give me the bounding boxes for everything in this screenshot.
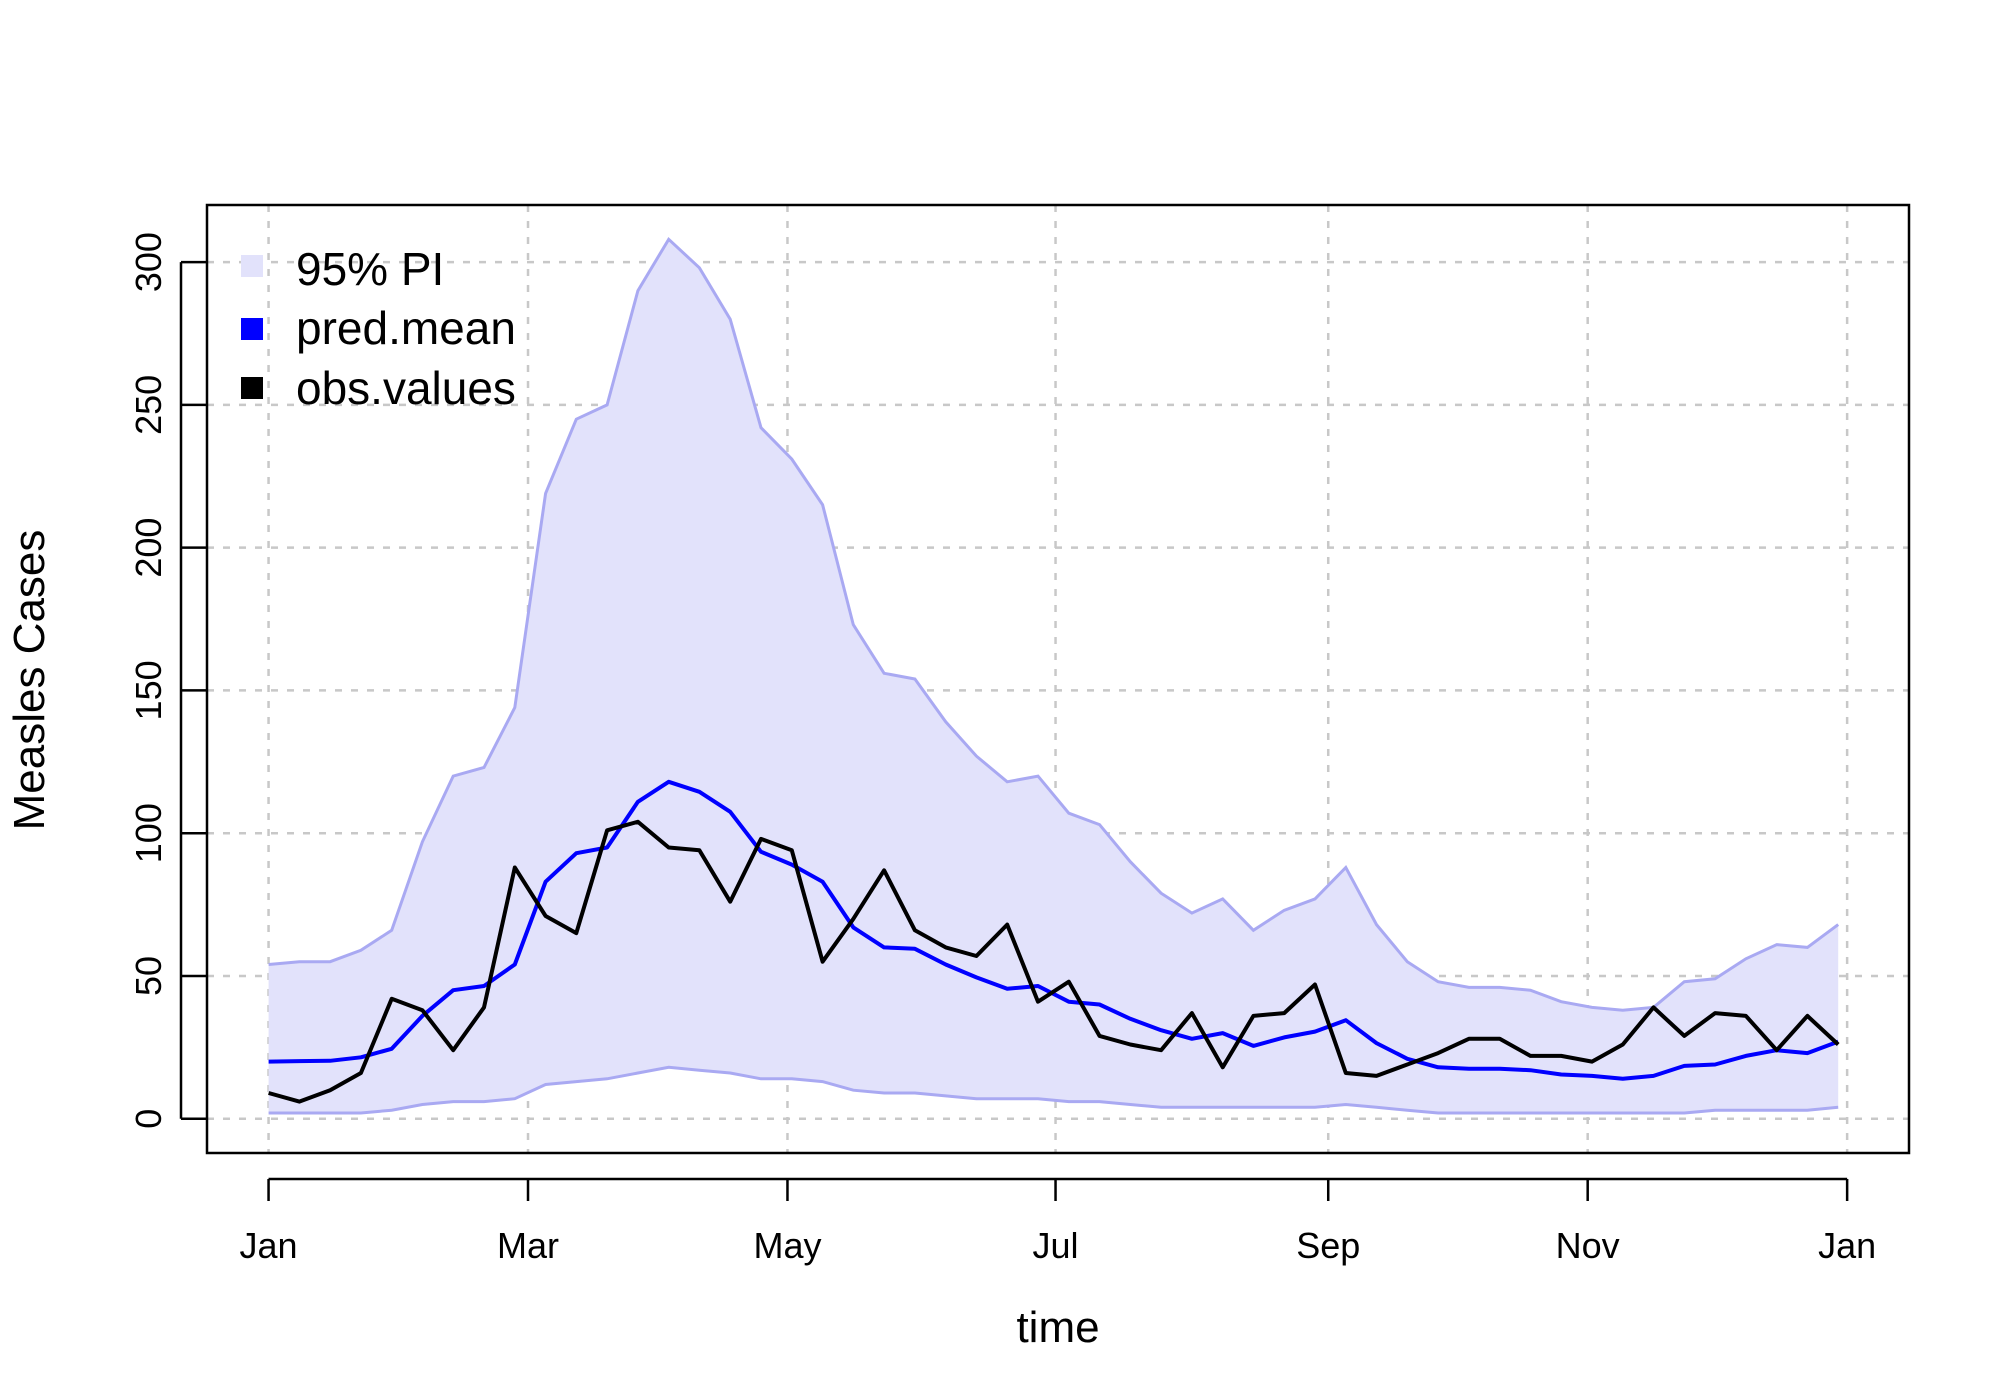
- legend-label-pi: 95% PI: [296, 243, 444, 295]
- x-tick-label-2: May: [753, 1225, 821, 1266]
- plot-frame: [205, 203, 1911, 1155]
- x-axis-title: time: [1016, 1303, 1099, 1352]
- y-tick-label-5: 250: [128, 375, 169, 435]
- pi-upper-line: [268, 236, 1840, 1012]
- x-tick-label-0: Jan: [240, 1225, 298, 1266]
- legend-swatch-obs-values: [241, 377, 263, 399]
- legend-label-pred-mean: pred.mean: [296, 302, 516, 354]
- y-tick-label-2: 100: [128, 803, 169, 863]
- y-tick-label-0: 0: [128, 1109, 169, 1129]
- y-axis: 0 50 100 150 200 250 300: [128, 232, 207, 1129]
- legend: 95% PI pred.mean obs.values: [241, 243, 516, 414]
- x-tick-label-3: Jul: [1033, 1225, 1079, 1266]
- series-line-obs-values: [268, 819, 1840, 1104]
- y-axis-title: Measles Cases: [5, 530, 54, 831]
- series-lines: [268, 779, 1840, 1104]
- y-tick-label-4: 200: [128, 518, 169, 578]
- legend-swatch-pred-mean: [241, 318, 263, 340]
- legend-swatch-pi: [241, 255, 263, 277]
- pi-lower-line: [268, 1065, 1839, 1115]
- pi-band-area: [268, 239, 1839, 1114]
- y-tick-label-1: 50: [128, 956, 169, 996]
- x-axis: Jan Mar May Jul Sep Nov Jan: [240, 1177, 1876, 1266]
- prediction-interval-band: [268, 236, 1840, 1115]
- y-tick-label-3: 150: [128, 660, 169, 720]
- x-tick-label-1: Mar: [497, 1225, 559, 1266]
- x-tick-label-6: Jan: [1818, 1225, 1876, 1266]
- x-tick-label-5: Nov: [1556, 1225, 1620, 1266]
- y-tick-label-6: 300: [128, 232, 169, 292]
- x-tick-label-4: Sep: [1296, 1225, 1360, 1266]
- legend-label-obs-values: obs.values: [296, 362, 516, 414]
